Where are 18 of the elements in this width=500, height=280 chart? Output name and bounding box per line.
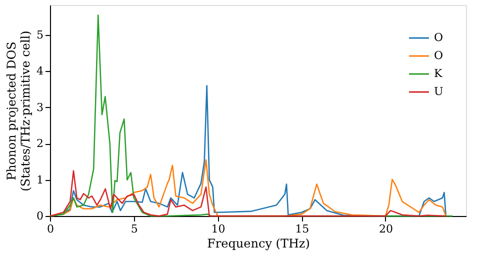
y-tick-label: 5: [36, 28, 44, 42]
y-tick-label: 0: [36, 210, 44, 222]
x-axis-title: Frequency (THz): [207, 236, 310, 250]
y-tick-label: 2: [36, 137, 44, 150]
x-tick-label: 10: [211, 222, 226, 236]
x-tick-label: 0: [47, 222, 54, 236]
y-tick-label: 4: [36, 64, 44, 78]
x-tick-label: 20: [378, 222, 393, 236]
y-tick-label: 1: [36, 173, 44, 186]
legend-label: O: [434, 49, 444, 62]
legend-label: K: [434, 67, 443, 80]
y-axis-title: Phonon projected DOS (States/THz·primitive cell): [4, 30, 32, 192]
x-tick-label: 15: [295, 222, 310, 236]
legend-label: U: [434, 85, 444, 98]
y-tick-label: 3: [36, 100, 44, 114]
x-tick-label: 5: [130, 222, 138, 236]
line-series: [49, 170, 447, 217]
legend-label: O: [434, 31, 444, 44]
